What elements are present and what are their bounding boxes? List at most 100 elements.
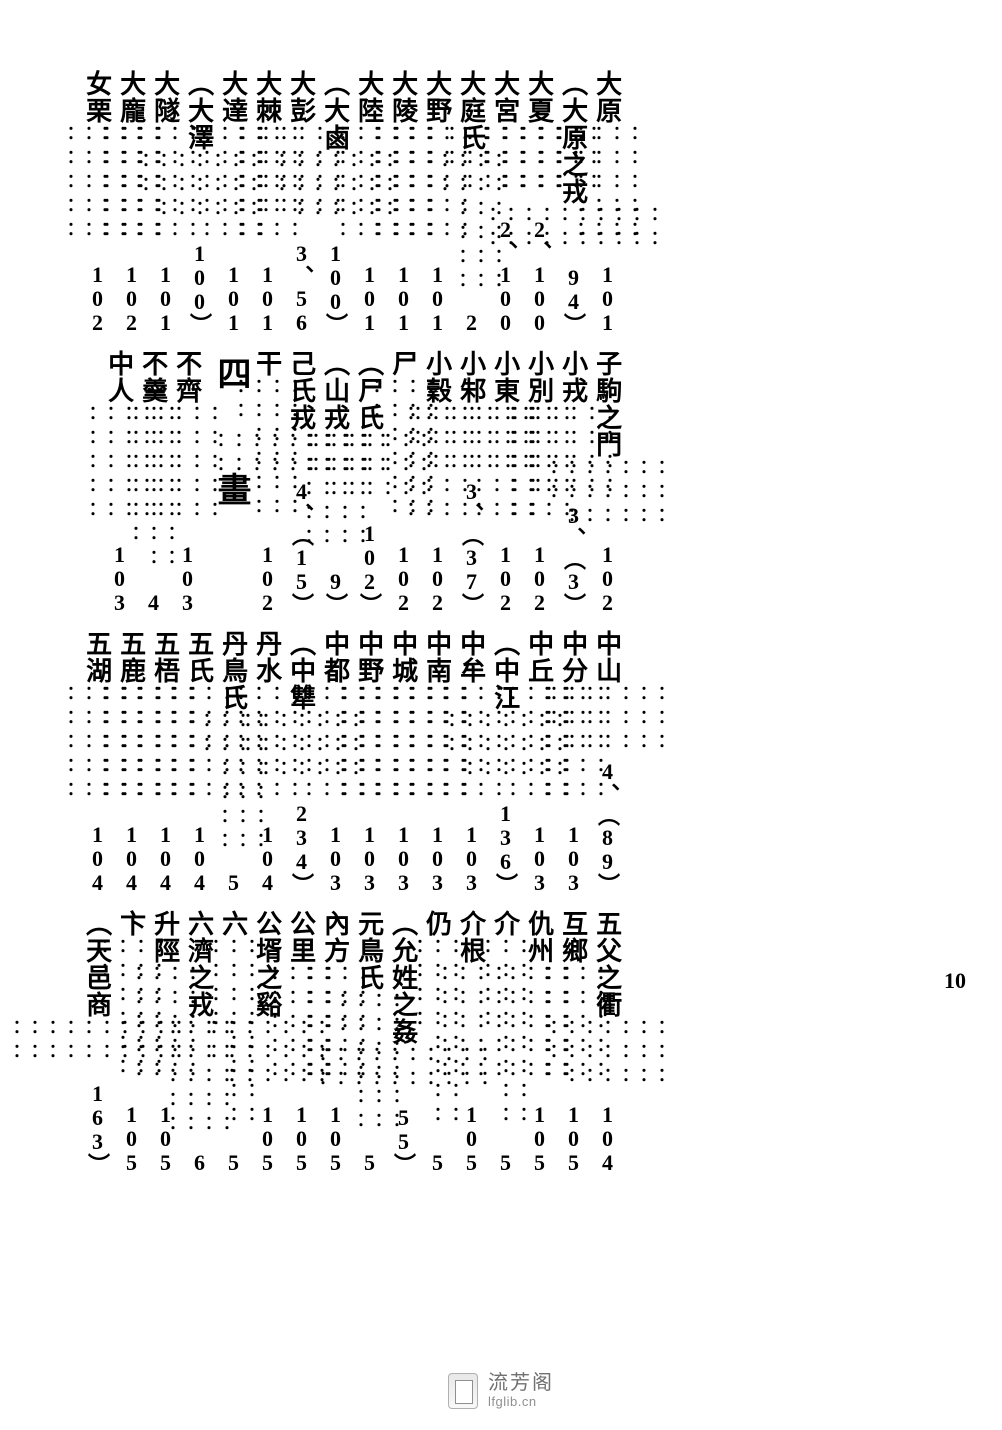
entry-term: 中人 bbox=[105, 350, 132, 404]
entry-term: 子駒之門 bbox=[593, 350, 620, 458]
entry-term: 中分 bbox=[559, 630, 586, 684]
entry-page: 104 bbox=[152, 822, 178, 894]
entry-term: 大陸 bbox=[355, 70, 382, 124]
row-gap bbox=[80, 334, 624, 350]
entry-page: 103 bbox=[174, 542, 200, 614]
page: 大原︰︰︰︰︰︰︰︰︰︰︰︰︰︰︰︰︰︰︰︰101︵大原之戎︰︰︰︰︰︰︰︰︰︰… bbox=[0, 0, 1002, 1430]
entry-term: 互鄉 bbox=[559, 910, 586, 964]
entry-page: 2 bbox=[458, 310, 484, 334]
entry-leader-dots: ︰︰︰︰︰︰︰︰︰︰︰︰︰︰︰︰︰︰︰︰ bbox=[544, 1018, 670, 1102]
entry-term: 升陘 bbox=[151, 910, 178, 964]
entry-term: 大野 bbox=[423, 70, 450, 124]
entry-page: 104 bbox=[118, 822, 144, 894]
page-number: 10 bbox=[944, 968, 966, 994]
entry-page: 101 bbox=[594, 262, 620, 334]
entry-term: 小穀 bbox=[423, 350, 450, 404]
entry-page: 101 bbox=[390, 262, 416, 334]
entry-page: 102 bbox=[594, 542, 620, 614]
entry-term: 中都 bbox=[321, 630, 348, 684]
index-entry: 小穀︰︰︰︰︰︰︰︰︰︰︰︰︰︰︰︰︰︰︰︰102 bbox=[422, 350, 452, 614]
entry-term: 大龐 bbox=[117, 70, 144, 124]
entry-term: 卞 bbox=[117, 910, 144, 937]
footer-cn: 流芳阁 bbox=[488, 1372, 554, 1395]
rows-container: 大原︰︰︰︰︰︰︰︰︰︰︰︰︰︰︰︰︰︰︰︰101︵大原之戎︰︰︰︰︰︰︰︰︰︰… bbox=[80, 70, 624, 1174]
entry-page: 103 bbox=[560, 822, 586, 894]
entry-term: 小東 bbox=[491, 350, 518, 404]
entry-term: 六 bbox=[219, 910, 246, 937]
entry-term: 大達 bbox=[219, 70, 246, 124]
entry-page: 103 bbox=[526, 822, 552, 894]
entry-page: 102 bbox=[526, 542, 552, 614]
index-entry: 大原︰︰︰︰︰︰︰︰︰︰︰︰︰︰︰︰︰︰︰︰101 bbox=[592, 70, 622, 334]
entry-term: 公里 bbox=[287, 910, 314, 964]
entry-page: 105 bbox=[560, 1102, 586, 1174]
entry-page: 94︶ bbox=[557, 265, 589, 334]
entry-page: 105 bbox=[254, 1102, 280, 1174]
entry-page: 9︶ bbox=[319, 569, 351, 614]
entry-page: 101 bbox=[254, 262, 280, 334]
entry-term: 大彭 bbox=[287, 70, 314, 124]
entry-term: 女栗 bbox=[83, 70, 110, 124]
entry-page: 103 bbox=[424, 822, 450, 894]
entry-page: 102 bbox=[118, 262, 144, 334]
row-gap bbox=[80, 894, 624, 910]
index-entry: 不齊︰︰︰︰︰︰︰︰︰︰︰︰︰︰︰︰︰︰︰︰103 bbox=[172, 350, 202, 614]
entry-leader-dots: ︰︰︰︰︰︰︰︰︰︰︰︰︰︰︰︰︰︰︰︰ bbox=[571, 124, 643, 262]
index-entry: 五父之衢︰︰︰︰︰︰︰︰︰︰︰︰︰︰︰︰︰︰︰︰104 bbox=[592, 910, 622, 1174]
entry-page: 103 bbox=[458, 822, 484, 894]
entry-term: 中城 bbox=[389, 630, 416, 684]
footer-logo-icon bbox=[448, 1373, 478, 1409]
entry-page: 102 bbox=[424, 542, 450, 614]
index-entry: 大夏︰︰︰︰︰︰︰︰︰︰︰︰︰︰︰︰︰︰︰︰2、100 bbox=[524, 70, 554, 334]
entry-page: 105 bbox=[118, 1102, 144, 1174]
entry-page: 5 bbox=[220, 1150, 246, 1174]
index-entry: 中山︰︰︰︰︰︰︰︰︰︰︰︰︰︰︰︰︰︰︰︰4、︵89︶ bbox=[592, 630, 622, 894]
footer: 流芳阁 lfglib.cn bbox=[0, 1372, 1002, 1410]
index-entry: 子駒之門︰︰︰︰︰︰︰︰︰︰︰︰︰︰︰︰︰︰︰︰102 bbox=[592, 350, 622, 614]
entry-term: 五氏 bbox=[185, 630, 212, 684]
index-entry: 中分︰︰︰︰︰︰︰︰︰︰︰︰︰︰︰︰︰︰︰︰103 bbox=[558, 630, 588, 894]
entry-term: 大夏 bbox=[525, 70, 552, 124]
entry-term: 不齊 bbox=[173, 350, 200, 404]
entry-page: 105 bbox=[288, 1102, 314, 1174]
entry-term: 五父之衢 bbox=[593, 910, 620, 1018]
entry-term: 五湖 bbox=[83, 630, 110, 684]
entry-term: 大棘 bbox=[253, 70, 280, 124]
entry-page: 101 bbox=[152, 262, 178, 334]
entry-term: 中野 bbox=[355, 630, 382, 684]
entry-page: 4、︵89︶ bbox=[591, 759, 623, 894]
entry-term: 大宮 bbox=[491, 70, 518, 124]
entry-page: 102 bbox=[492, 542, 518, 614]
entry-term: 小邾 bbox=[457, 350, 484, 404]
entry-page: 103 bbox=[322, 822, 348, 894]
footer-en: lfglib.cn bbox=[488, 1395, 554, 1410]
entry-page: 5 bbox=[220, 870, 246, 894]
entry-term: 中牟 bbox=[457, 630, 484, 684]
entry-page: 101 bbox=[220, 262, 246, 334]
entry-page: 103 bbox=[356, 822, 382, 894]
footer-text: 流芳阁 lfglib.cn bbox=[488, 1372, 554, 1410]
entry-page: 102 bbox=[254, 542, 280, 614]
entry-term: 己氏戎 bbox=[287, 350, 314, 431]
entry-term: 小戎 bbox=[559, 350, 586, 404]
index-content: 大原︰︰︰︰︰︰︰︰︰︰︰︰︰︰︰︰︰︰︰︰101︵大原之戎︰︰︰︰︰︰︰︰︰︰… bbox=[80, 70, 624, 1174]
entry-page: 101 bbox=[356, 262, 382, 334]
entry-term: 中南 bbox=[423, 630, 450, 684]
entry-term: 仇州 bbox=[525, 910, 552, 964]
entry-term: 大隧 bbox=[151, 70, 178, 124]
entry-term: 五鹿 bbox=[117, 630, 144, 684]
entry-page: 6 bbox=[186, 1150, 212, 1174]
entry-page: 104 bbox=[84, 822, 110, 894]
row-gap bbox=[80, 614, 624, 630]
index-entry: 元鳥氏︰︰︰︰︰︰︰︰︰︰︰︰︰︰︰︰︰︰︰︰5 bbox=[354, 910, 384, 1174]
entry-term: 元鳥氏 bbox=[355, 910, 382, 991]
entry-leader-dots: ︰︰︰︰︰︰︰︰︰︰︰︰︰︰︰︰︰︰︰︰ bbox=[544, 684, 670, 759]
entry-term: 介 bbox=[491, 910, 518, 937]
entry-term: ︵山戎 bbox=[321, 350, 348, 431]
entry-page: 5 bbox=[492, 1150, 518, 1174]
entry-term: 干 bbox=[253, 350, 280, 377]
entry-term: 丹水 bbox=[253, 630, 280, 684]
entry-term: 尸 bbox=[389, 350, 416, 377]
entry-term: 中丘 bbox=[525, 630, 552, 684]
entry-page: 104 bbox=[594, 1102, 620, 1174]
